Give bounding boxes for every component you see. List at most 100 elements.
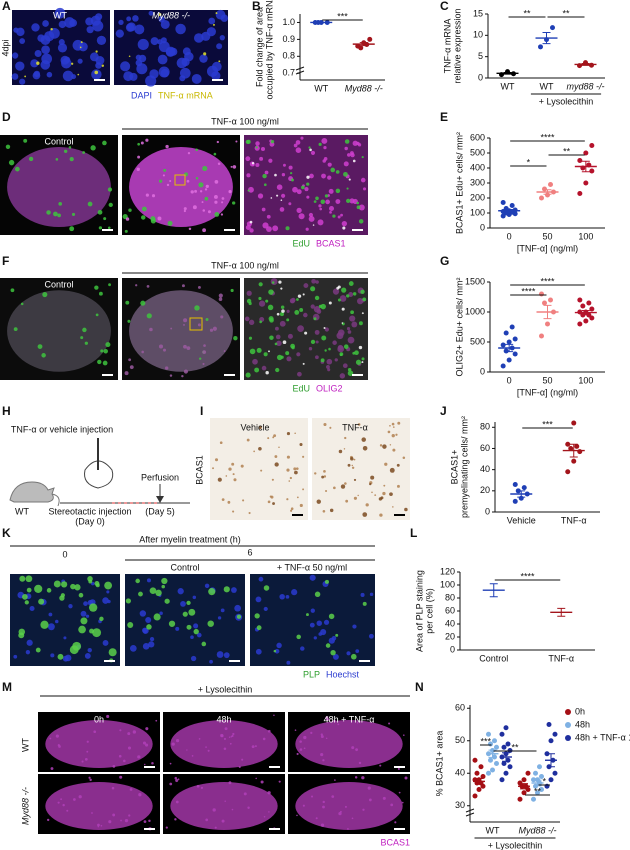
cell xyxy=(283,163,286,167)
y-tick-label: 0.8 xyxy=(282,51,295,61)
cell xyxy=(310,795,314,798)
significance-label: **** xyxy=(521,286,536,296)
cell xyxy=(153,613,161,621)
cell xyxy=(158,344,164,349)
cell xyxy=(395,433,398,436)
panel-label: F xyxy=(2,254,9,268)
cell xyxy=(341,322,344,324)
cell xyxy=(91,69,102,80)
data-point xyxy=(589,306,595,312)
cell xyxy=(202,209,206,212)
data-point xyxy=(503,725,509,731)
panel-label: B xyxy=(252,0,261,13)
cell xyxy=(339,810,342,813)
cell xyxy=(102,597,109,604)
cell xyxy=(46,818,50,822)
cell xyxy=(212,326,217,331)
panel-label: J xyxy=(440,404,447,418)
cell xyxy=(348,281,354,286)
cell xyxy=(269,335,274,340)
cell xyxy=(328,188,334,194)
cell xyxy=(271,478,274,481)
cell xyxy=(106,714,110,718)
cell xyxy=(183,209,186,213)
cell xyxy=(216,43,223,50)
cell xyxy=(257,193,264,199)
cell xyxy=(396,463,400,467)
cell xyxy=(294,309,300,315)
cell xyxy=(29,606,35,612)
cell xyxy=(276,312,280,316)
cell xyxy=(401,801,404,804)
cell xyxy=(107,226,111,230)
cell xyxy=(249,348,256,355)
cell xyxy=(255,162,260,168)
cell xyxy=(214,180,219,184)
cell xyxy=(260,146,266,152)
cell xyxy=(286,309,290,313)
cell xyxy=(230,288,234,293)
cell xyxy=(246,139,251,144)
cell xyxy=(337,215,341,219)
cell xyxy=(324,327,330,332)
cell xyxy=(214,458,219,462)
cell xyxy=(286,455,290,459)
cell xyxy=(102,640,109,646)
cell xyxy=(24,600,29,605)
cell xyxy=(169,179,172,183)
cell xyxy=(23,138,28,143)
cell xyxy=(337,298,341,302)
cell xyxy=(108,648,117,657)
condition: Control xyxy=(44,136,73,146)
cell xyxy=(55,734,59,738)
cell xyxy=(218,297,223,301)
cell xyxy=(322,759,325,762)
data-point xyxy=(577,191,583,196)
cell xyxy=(111,786,115,790)
error-bar xyxy=(581,160,590,173)
cell xyxy=(151,194,156,198)
cell xyxy=(322,805,325,809)
cell xyxy=(183,369,188,374)
data-point xyxy=(537,764,542,770)
legend-marker xyxy=(565,709,571,715)
cell xyxy=(300,136,304,140)
cell xyxy=(55,158,59,161)
cell xyxy=(383,484,386,487)
cell xyxy=(220,608,225,613)
data-point xyxy=(548,777,554,783)
x-tick-label: TNF-α xyxy=(548,653,574,663)
time-label: 48h + TNF-α xyxy=(324,714,375,724)
cell xyxy=(158,41,170,53)
cell xyxy=(95,313,99,317)
cell xyxy=(78,625,86,634)
cell xyxy=(196,632,202,638)
cell xyxy=(103,349,108,354)
cell xyxy=(261,365,267,371)
cell xyxy=(197,323,201,327)
cell xyxy=(188,227,192,231)
cell xyxy=(275,367,280,373)
cell xyxy=(346,198,351,204)
cell xyxy=(339,295,347,302)
cell xyxy=(357,494,359,497)
cell xyxy=(333,486,336,490)
cell xyxy=(193,628,199,635)
cell xyxy=(285,226,290,231)
cell xyxy=(321,335,327,341)
cell xyxy=(358,321,363,326)
cell xyxy=(320,752,324,757)
cell xyxy=(302,488,305,491)
cell xyxy=(63,636,67,640)
data-point xyxy=(512,207,518,213)
cell xyxy=(271,281,275,284)
cell xyxy=(338,449,343,454)
cell xyxy=(309,622,315,628)
cell xyxy=(137,155,141,159)
cell xyxy=(392,448,396,452)
error-bar xyxy=(520,783,528,790)
cell xyxy=(261,207,266,212)
cell xyxy=(333,719,336,723)
data-point xyxy=(574,443,580,449)
cell xyxy=(100,824,103,827)
